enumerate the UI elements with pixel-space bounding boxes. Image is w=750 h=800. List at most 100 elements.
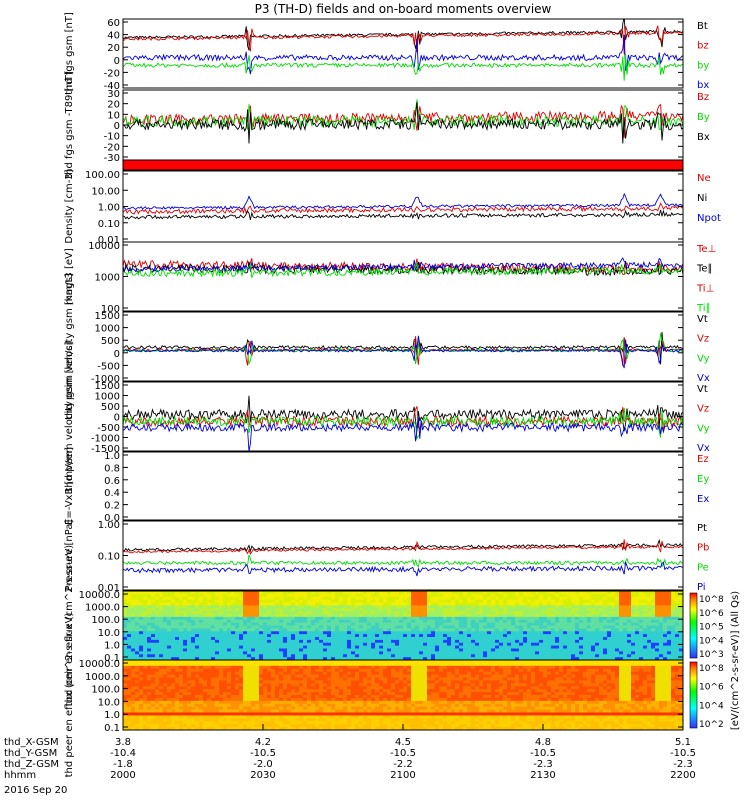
spectrogram-cell (131, 616, 136, 621)
spectrogram-cell (583, 628, 588, 632)
spectrogram-cell (255, 591, 260, 595)
spectrogram-cell (315, 727, 320, 730)
spectrogram-cell (167, 639, 172, 644)
spectrogram-cell (255, 689, 260, 693)
spectrogram-cell (643, 642, 648, 647)
spectrogram-cell (275, 657, 280, 660)
spectrogram-cell (527, 596, 532, 601)
spectrogram-cell (487, 631, 492, 635)
spectrogram-cell (459, 657, 464, 660)
spectrogram-cell (235, 614, 240, 618)
spectrogram-cell (127, 662, 132, 667)
spectrogram-cell (303, 715, 308, 719)
spectrogram-cell (427, 605, 432, 609)
spectrogram-cell (291, 639, 296, 644)
spectrogram-cell (291, 631, 296, 635)
spectrogram-cell (451, 605, 456, 609)
spectrogram-cell (235, 727, 240, 730)
spectrogram-cell (199, 671, 204, 676)
spectrogram-cell (343, 703, 348, 708)
spectrogram-cell (351, 671, 356, 676)
spectrogram-cell (231, 712, 236, 717)
spectrogram-cell (471, 654, 476, 658)
spectrogram-cell (311, 628, 316, 632)
spectrogram-cell (351, 596, 356, 601)
spectrogram-cell (327, 689, 332, 693)
spectrogram-cell (287, 668, 292, 673)
spectrogram-cell (271, 657, 276, 660)
spectrogram-cell (243, 724, 248, 728)
spectrogram-cell (235, 637, 240, 641)
spectrogram-cell (303, 665, 308, 670)
spectrogram-cell (587, 602, 592, 606)
spectrogram-cell (139, 628, 144, 632)
spectrogram-cell (263, 712, 268, 717)
spectrogram-cell (271, 614, 276, 618)
spectrogram-cell (359, 608, 364, 612)
legend-Bx: Bx (697, 132, 710, 143)
spectrogram-cell (311, 703, 316, 708)
spectrogram-cell (435, 642, 440, 647)
spectrogram-cell (131, 591, 136, 595)
spectrogram-cell (591, 622, 596, 627)
spectrogram-cell (327, 599, 332, 604)
spectrogram-cell (407, 602, 412, 606)
spectrogram-cell (599, 637, 604, 641)
spectrogram-cell (259, 625, 264, 629)
spectrogram-cell (191, 611, 196, 615)
spectrogram-cell (547, 619, 552, 624)
spectrogram-cell (135, 631, 140, 635)
y-tick-label: 0.4 (104, 488, 120, 499)
spectrogram-cell (359, 657, 364, 660)
spectrogram-cell (431, 657, 436, 660)
spectrogram-cell (351, 602, 356, 606)
spectrogram-cell (215, 706, 220, 711)
spectrogram-cell (459, 631, 464, 635)
spectrogram-cell (135, 651, 140, 655)
spectrogram-cell (583, 625, 588, 629)
spectrogram-cell (531, 657, 536, 660)
spectrogram-cell (203, 727, 208, 730)
spectrogram-cell (475, 622, 480, 627)
spectrogram-cell (411, 651, 416, 655)
spectrogram-cell (623, 599, 628, 604)
spectrogram-cell (311, 712, 316, 717)
spectrogram-cell (539, 631, 544, 635)
spectrogram-cell (551, 648, 556, 652)
spectrogram-cell (147, 657, 152, 660)
spectrogram-cell (595, 593, 600, 598)
spectrogram-cell (179, 654, 184, 658)
spectrogram-cell (447, 634, 452, 638)
y-tick-label: 10 (107, 110, 120, 121)
spectrogram-cell (503, 622, 508, 627)
spectrogram-cell (431, 614, 436, 618)
spectrogram-cell (583, 605, 588, 609)
spectrogram-cell (307, 628, 312, 632)
spectrogram-cell (639, 614, 644, 618)
spectrogram-cell (427, 602, 432, 606)
spectrogram-cell (343, 692, 348, 696)
spectrogram-cell (207, 695, 212, 699)
spectrogram-cell (147, 692, 152, 696)
spectrogram-cell (191, 677, 196, 682)
spectrogram-cell (427, 614, 432, 618)
spectrogram-cell (343, 616, 348, 621)
spectrogram-cell (323, 602, 328, 606)
spectrogram-cell (535, 619, 540, 624)
spectrogram-cell (379, 593, 384, 598)
spectrogram-cell (223, 654, 228, 658)
spectrogram-cell (335, 692, 340, 696)
spectrogram-cell (231, 683, 236, 687)
spectrogram-cell (359, 596, 364, 601)
spectrogram-cell (651, 651, 656, 655)
spectrogram-cell (323, 686, 328, 690)
spectrogram-cell (399, 634, 404, 638)
spectrogram-cell (291, 683, 296, 687)
spectrogram-cell (647, 616, 652, 621)
spectrogram-cell (223, 593, 228, 598)
spectrogram-cell (199, 665, 204, 670)
spectrogram-cell (383, 619, 388, 624)
spectrogram-cell (335, 689, 340, 693)
spectrogram-cell (519, 608, 524, 612)
spectrogram-cell (227, 671, 232, 676)
